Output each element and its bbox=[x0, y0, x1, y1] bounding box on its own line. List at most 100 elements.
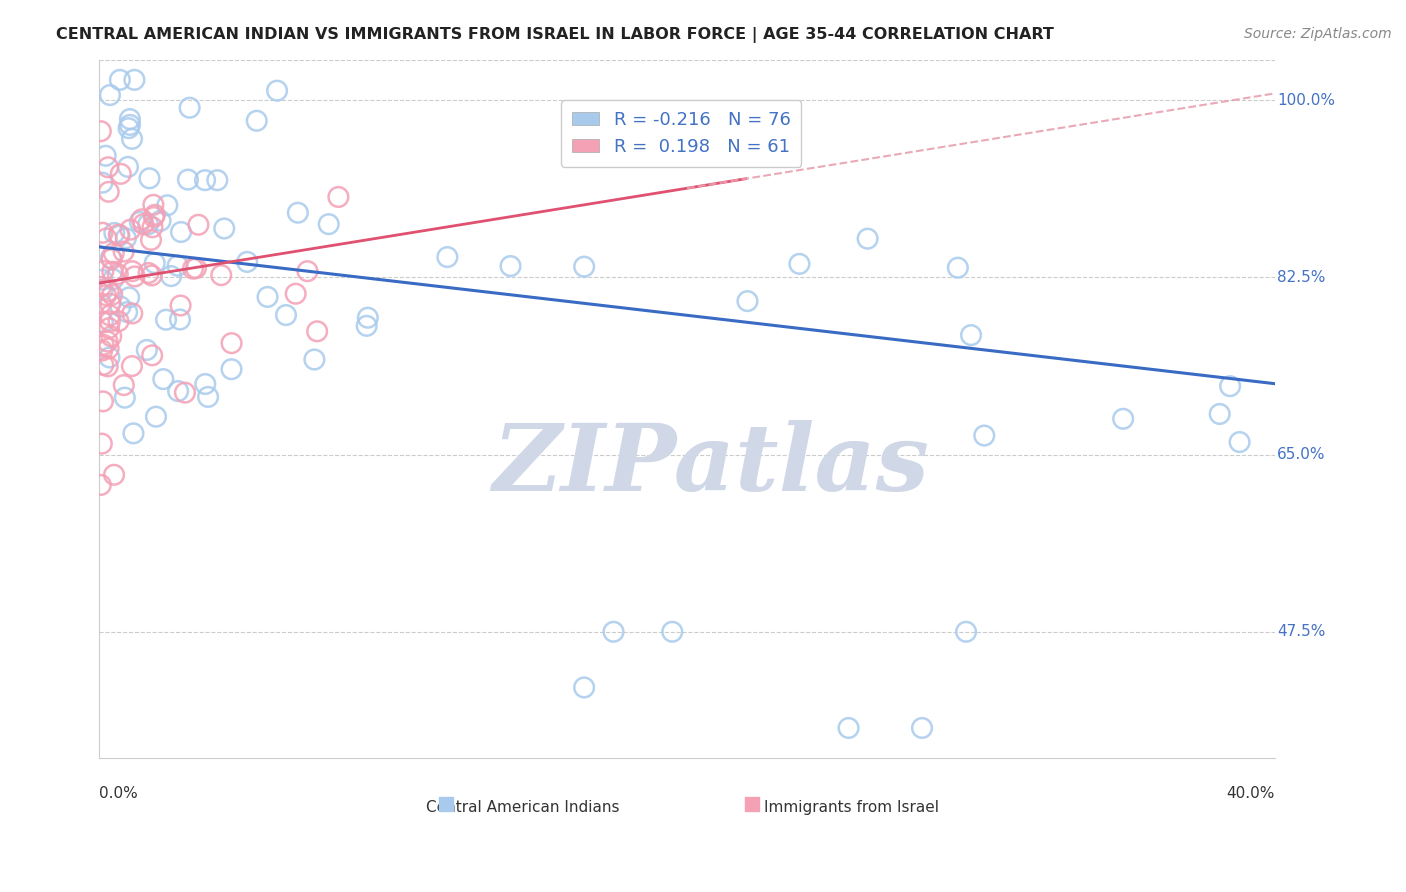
Point bbox=[91, 176, 114, 190]
Point bbox=[572, 681, 595, 695]
Point bbox=[499, 259, 522, 273]
Point bbox=[90, 124, 112, 138]
Point bbox=[1112, 412, 1135, 426]
Legend: R = -0.216   N = 76, R =  0.198   N = 61: R = -0.216 N = 76, R = 0.198 N = 61 bbox=[561, 100, 801, 167]
Point bbox=[136, 217, 159, 231]
Point bbox=[90, 478, 112, 492]
Point bbox=[98, 351, 121, 365]
Point bbox=[197, 390, 219, 404]
Point bbox=[221, 362, 243, 376]
Point bbox=[207, 173, 229, 187]
Point bbox=[304, 352, 326, 367]
Point bbox=[209, 268, 232, 282]
Point bbox=[156, 198, 179, 212]
Point bbox=[602, 624, 624, 639]
Point bbox=[110, 167, 132, 181]
Point bbox=[357, 310, 380, 325]
Point bbox=[572, 260, 595, 274]
Point bbox=[131, 212, 153, 227]
Point bbox=[97, 185, 120, 199]
Point bbox=[256, 290, 278, 304]
Point bbox=[98, 309, 121, 323]
Point bbox=[97, 161, 120, 175]
Point bbox=[179, 101, 201, 115]
Text: Immigrants from Israel: Immigrants from Israel bbox=[763, 800, 939, 815]
Point bbox=[194, 173, 217, 187]
Point bbox=[124, 73, 146, 87]
Point bbox=[97, 284, 120, 298]
Point bbox=[101, 272, 124, 286]
Point bbox=[122, 426, 145, 441]
Point bbox=[911, 721, 934, 735]
Point bbox=[110, 300, 132, 314]
Point bbox=[221, 336, 243, 351]
Point bbox=[118, 118, 141, 132]
Text: 0.0%: 0.0% bbox=[100, 787, 138, 801]
Point bbox=[93, 264, 115, 278]
Text: 47.5%: 47.5% bbox=[1277, 624, 1326, 640]
Point bbox=[661, 624, 683, 639]
Point bbox=[184, 261, 207, 276]
Point bbox=[115, 305, 138, 319]
Point bbox=[152, 372, 174, 386]
Point bbox=[121, 264, 143, 278]
Point bbox=[194, 377, 217, 392]
Point bbox=[166, 259, 188, 273]
Point bbox=[121, 132, 143, 146]
Point bbox=[1208, 407, 1230, 421]
Point bbox=[328, 190, 350, 204]
Point bbox=[91, 315, 114, 329]
Point bbox=[274, 308, 297, 322]
Point bbox=[117, 160, 139, 174]
Point bbox=[107, 314, 129, 328]
Point bbox=[100, 329, 122, 343]
Point bbox=[284, 286, 307, 301]
Point bbox=[187, 218, 209, 232]
Point bbox=[103, 246, 125, 260]
Point bbox=[142, 198, 165, 212]
Point bbox=[212, 221, 235, 235]
Point bbox=[138, 171, 160, 186]
Point bbox=[101, 265, 124, 279]
Point bbox=[94, 288, 117, 302]
Point bbox=[307, 324, 329, 338]
Point bbox=[177, 172, 200, 186]
Point bbox=[149, 214, 172, 228]
Point bbox=[117, 121, 139, 136]
Point bbox=[143, 208, 166, 222]
Point bbox=[856, 232, 879, 246]
Point bbox=[91, 358, 114, 372]
Point bbox=[1219, 379, 1241, 393]
Point bbox=[737, 294, 759, 309]
Point bbox=[91, 226, 114, 240]
Point bbox=[143, 256, 166, 270]
Point bbox=[138, 266, 160, 280]
Point bbox=[181, 261, 204, 276]
Point bbox=[145, 409, 167, 424]
Point bbox=[90, 280, 112, 294]
Point bbox=[91, 283, 114, 297]
Text: 40.0%: 40.0% bbox=[1226, 787, 1275, 801]
Point bbox=[108, 73, 131, 87]
Point bbox=[169, 312, 191, 326]
Point bbox=[170, 225, 193, 239]
Point bbox=[107, 227, 129, 242]
Point bbox=[973, 428, 995, 442]
Point bbox=[141, 348, 163, 362]
Point bbox=[108, 228, 131, 243]
Point bbox=[93, 338, 115, 352]
Point bbox=[236, 255, 259, 269]
Point bbox=[838, 721, 860, 735]
Point bbox=[98, 297, 121, 311]
Point bbox=[118, 112, 141, 127]
Point bbox=[100, 251, 122, 265]
Point bbox=[142, 210, 165, 224]
Point bbox=[91, 273, 114, 287]
Text: CENTRAL AMERICAN INDIAN VS IMMIGRANTS FROM ISRAEL IN LABOR FORCE | AGE 35-44 COR: CENTRAL AMERICAN INDIAN VS IMMIGRANTS FR… bbox=[56, 27, 1054, 43]
Point bbox=[91, 343, 114, 358]
Point bbox=[121, 359, 143, 373]
Point bbox=[287, 205, 309, 219]
Point bbox=[318, 217, 340, 231]
Point bbox=[94, 149, 117, 163]
Point bbox=[120, 222, 142, 236]
